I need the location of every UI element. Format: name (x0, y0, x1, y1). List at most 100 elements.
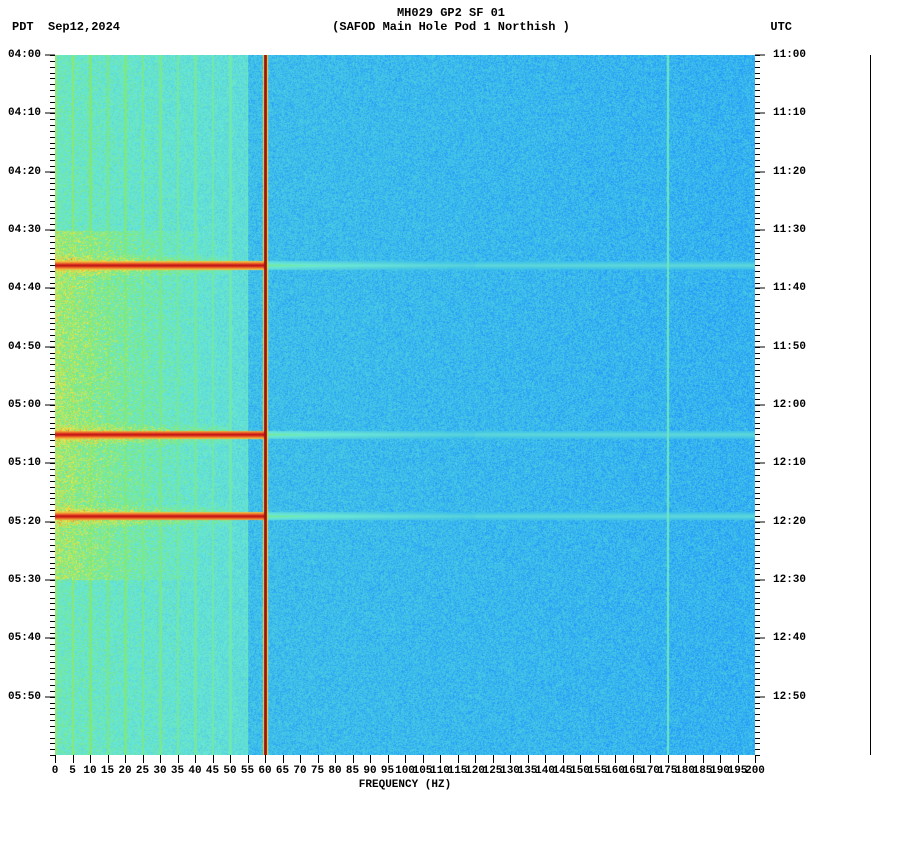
xtick-mark (125, 755, 126, 763)
ytick-label: 05:10 (8, 457, 41, 469)
ytick-minor (50, 598, 55, 599)
ytick-label: 12:50 (773, 691, 806, 703)
ytick-minor (50, 364, 55, 365)
ytick-minor (755, 516, 760, 517)
ytick-minor (50, 732, 55, 733)
ytick-label: 04:10 (8, 107, 41, 119)
ytick-minor (755, 743, 760, 744)
spectrogram-plot (55, 55, 755, 755)
ytick-minor (50, 720, 55, 721)
ytick-minor (755, 73, 760, 74)
ytick-minor (50, 178, 55, 179)
ytick-minor (755, 749, 760, 750)
xtick-mark (650, 755, 651, 763)
ytick-minor (755, 148, 760, 149)
xtick-mark (440, 755, 441, 763)
ytick-minor (755, 323, 760, 324)
ytick-minor (50, 399, 55, 400)
xtick-mark (528, 755, 529, 763)
ytick-minor (50, 498, 55, 499)
ytick-minor (755, 259, 760, 260)
ytick-minor (50, 633, 55, 634)
ytick-minor (755, 370, 760, 371)
ytick-minor (755, 469, 760, 470)
ytick-minor (50, 638, 55, 639)
ytick-minor (50, 738, 55, 739)
ytick-minor (755, 300, 760, 301)
xtick-mark (160, 755, 161, 763)
ytick-label: 04:40 (8, 282, 41, 294)
xtick-label: 10 (83, 765, 96, 777)
xtick-mark (318, 755, 319, 763)
xtick-label: 30 (153, 765, 166, 777)
ytick-minor (50, 423, 55, 424)
ytick-minor (755, 358, 760, 359)
ytick-minor (755, 563, 760, 564)
ytick-minor (50, 55, 55, 56)
xtick-mark (90, 755, 91, 763)
ytick-minor (50, 656, 55, 657)
ytick-minor (755, 668, 760, 669)
ytick-minor (50, 335, 55, 336)
xtick-mark (248, 755, 249, 763)
ytick-label: 12:10 (773, 457, 806, 469)
ytick-minor (755, 656, 760, 657)
ytick-minor (755, 131, 760, 132)
ytick-minor (755, 102, 760, 103)
ytick-minor (50, 609, 55, 610)
ytick-label: 11:30 (773, 224, 806, 236)
xtick-mark (195, 755, 196, 763)
ytick-minor (755, 533, 760, 534)
ytick-minor (50, 504, 55, 505)
ytick-label: 04:50 (8, 341, 41, 353)
ytick-minor (755, 481, 760, 482)
ytick-minor (755, 364, 760, 365)
xtick-label: 0 (52, 765, 59, 777)
ytick-minor (50, 224, 55, 225)
ytick-minor (755, 61, 760, 62)
ytick-minor (755, 405, 760, 406)
ytick-minor (50, 230, 55, 231)
ytick-minor (755, 417, 760, 418)
ytick-minor (755, 638, 760, 639)
ytick-minor (755, 732, 760, 733)
xtick-mark (353, 755, 354, 763)
spectrogram-canvas (55, 55, 755, 755)
ytick-minor (50, 463, 55, 464)
ytick-label: 12:00 (773, 399, 806, 411)
ytick-minor (50, 679, 55, 680)
ytick-minor (50, 662, 55, 663)
ytick-minor (50, 277, 55, 278)
ytick-minor (50, 201, 55, 202)
ytick-minor (755, 708, 760, 709)
ytick-minor (755, 67, 760, 68)
xtick-label: 40 (188, 765, 201, 777)
xtick-mark (580, 755, 581, 763)
ytick-minor (755, 691, 760, 692)
xtick-mark (73, 755, 74, 763)
ytick-minor (50, 574, 55, 575)
ytick-minor (755, 603, 760, 604)
ytick-minor (755, 271, 760, 272)
ytick-minor (755, 78, 760, 79)
xtick-label: 35 (171, 765, 184, 777)
xtick-mark (55, 755, 56, 763)
xtick-label: 55 (241, 765, 254, 777)
ytick-minor (755, 183, 760, 184)
ytick-label: 11:40 (773, 282, 806, 294)
xtick-mark (685, 755, 686, 763)
ytick-minor (755, 236, 760, 237)
ytick-minor (755, 376, 760, 377)
ytick-minor (50, 650, 55, 651)
ytick-minor (50, 458, 55, 459)
ytick-minor (50, 183, 55, 184)
xtick-label: 5 (69, 765, 76, 777)
ytick-minor (755, 586, 760, 587)
ytick-minor (755, 329, 760, 330)
ytick-minor (50, 452, 55, 453)
ytick-label: 04:30 (8, 224, 41, 236)
ytick-minor (755, 726, 760, 727)
xtick-mark (475, 755, 476, 763)
ytick-minor (755, 679, 760, 680)
ytick-minor (50, 417, 55, 418)
